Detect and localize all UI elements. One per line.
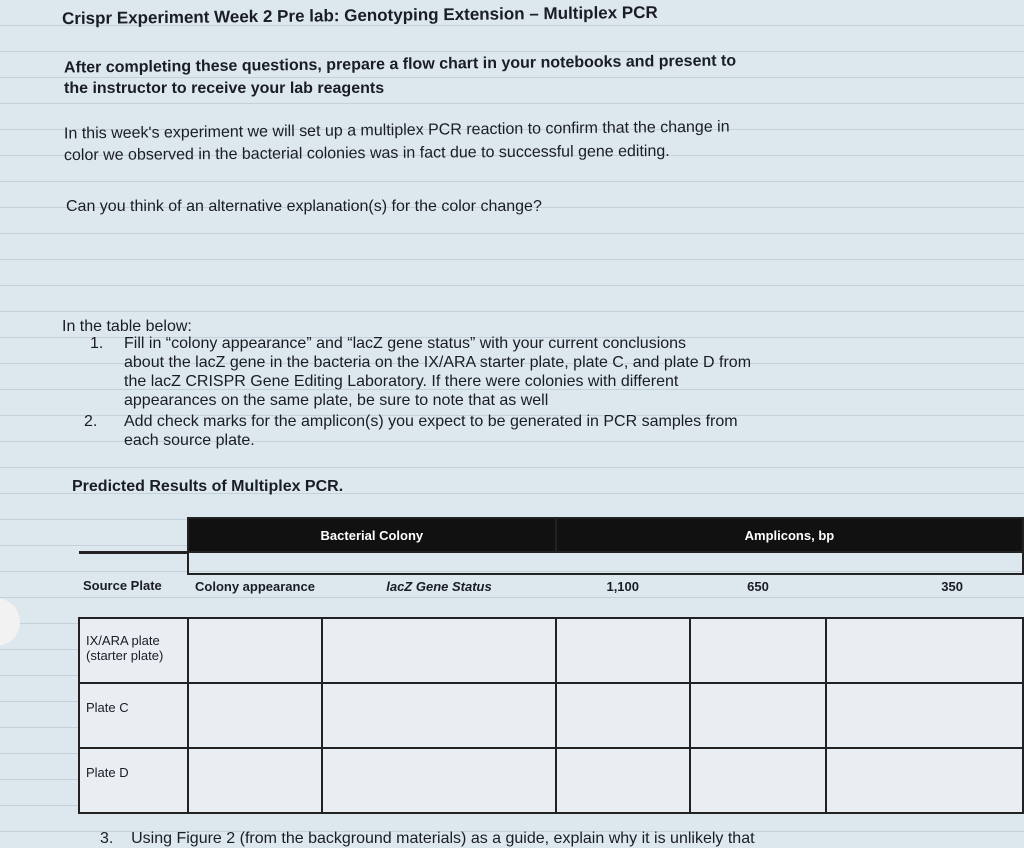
table-intro: In the table below:: [62, 318, 192, 335]
binder-hole: [0, 598, 20, 646]
cell-input[interactable]: [825, 747, 1024, 814]
cell-input[interactable]: [825, 682, 1024, 749]
col-1100: 1,100: [555, 574, 690, 619]
list-number: 1.: [90, 335, 104, 352]
row-label: Plate D: [86, 765, 129, 780]
list-number: 2.: [84, 413, 98, 430]
question: Can you think of an alternative explanat…: [66, 198, 542, 215]
list-line: each source plate.: [124, 432, 255, 449]
group-header-amplicons: Amplicons, bp: [554, 517, 1024, 553]
blank-row: [186, 551, 1024, 575]
instruction-list: 1. Fill in “colony appearance” and “lacZ…: [84, 334, 751, 450]
cell-input[interactable]: [321, 747, 557, 814]
list-line: Add check marks for the amplicon(s) you …: [124, 413, 738, 430]
cell-input[interactable]: [825, 617, 1024, 684]
group-header-bacterial-colony: Bacterial Colony: [186, 517, 557, 553]
cell-input[interactable]: [186, 682, 324, 749]
cell-input[interactable]: [688, 617, 828, 684]
col-source-plate: Source Plate: [79, 574, 188, 619]
cell-input[interactable]: [688, 747, 828, 814]
cell-input[interactable]: [554, 617, 691, 684]
cell-input[interactable]: [186, 617, 324, 684]
table-row: IX/ARA plate (starter plate): [78, 617, 1024, 684]
results-table: Bacterial Colony Amplicons, bp Source Pl…: [78, 517, 1024, 814]
col-lacz-status: lacZ Gene Status: [322, 574, 556, 619]
row-label: Plate C: [86, 700, 129, 715]
list-line: the lacZ CRISPR Gene Editing Laboratory.…: [124, 373, 679, 390]
table-row: Plate C: [78, 682, 1024, 749]
cell-input[interactable]: [554, 682, 691, 749]
empty-cell: [79, 518, 188, 554]
list-item: 2. Add check marks for the amplicon(s) y…: [84, 412, 751, 450]
col-colony-appearance: Colony appearance: [187, 574, 323, 619]
col-650: 650: [689, 574, 827, 619]
instruction-line-2: the instructor to receive your lab reage…: [64, 80, 385, 97]
cell-input[interactable]: [186, 747, 324, 814]
list-line: Fill in “colony appearance” and “lacZ ge…: [124, 335, 687, 352]
list-line: appearances on the same plate, be sure t…: [124, 392, 549, 409]
footer-number: 3.: [100, 830, 114, 847]
footer-text: Using Figure 2 (from the background mate…: [131, 830, 755, 847]
list-item: 1. Fill in “colony appearance” and “lacZ…: [90, 334, 751, 410]
footer-question: 3. Using Figure 2 (from the background m…: [100, 830, 755, 848]
row-label: IX/ARA plate (starter plate): [86, 633, 164, 663]
cell-input[interactable]: [554, 747, 691, 814]
cell-input[interactable]: [688, 682, 828, 749]
list-line: about the lacZ gene in the bacteria on t…: [124, 354, 752, 371]
cell-input[interactable]: [321, 617, 557, 684]
table-title: Predicted Results of Multiplex PCR.: [72, 478, 344, 495]
col-350: 350: [826, 574, 1023, 619]
cell-input[interactable]: [321, 682, 557, 749]
table-row: Plate D: [78, 747, 1024, 814]
